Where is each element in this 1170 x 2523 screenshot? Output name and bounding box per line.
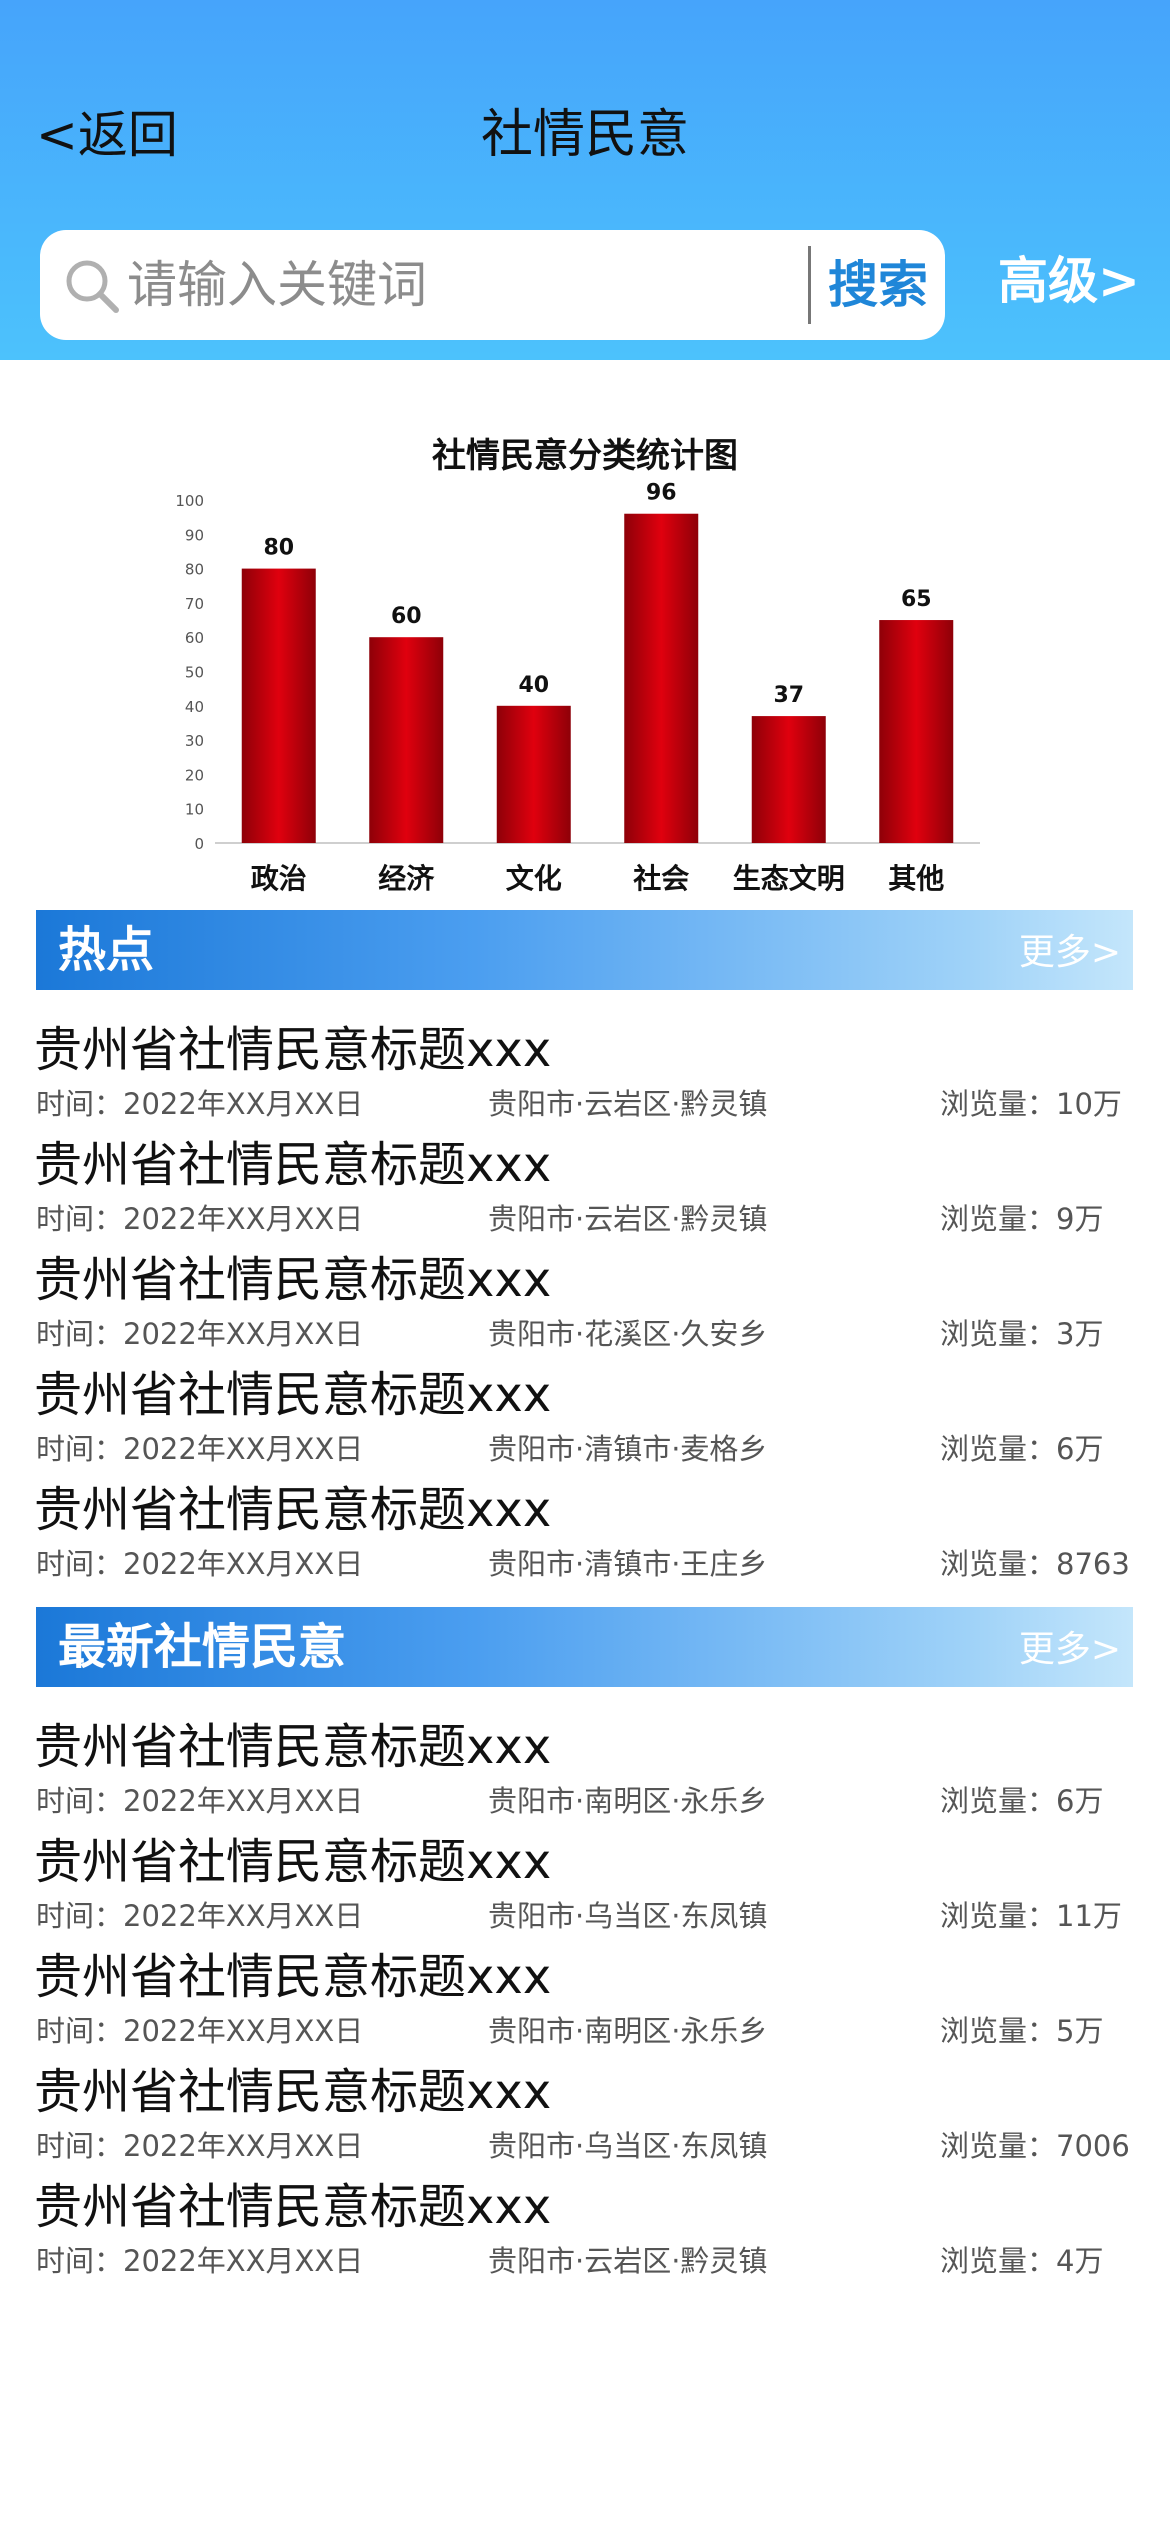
y-tick-label: 0 <box>194 835 204 853</box>
list-item[interactable]: 贵州省社情民意标题xxx 时间：2022年XX月XX日 贵阳市·乌当区·东凤镇 浏览量… <box>0 2060 1170 2175</box>
item-title: 贵州省社情民意标题xxx <box>34 1367 552 1423</box>
search-input[interactable] <box>125 244 829 326</box>
item-title: 贵州省社情民意标题xxx <box>34 1137 552 1193</box>
header: <返回 社情民意 搜索 高级> <box>0 0 1170 360</box>
list-item[interactable]: 贵州省社情民意标题xxx 时间：2022年XX月XX日 贵阳市·南明区·永乐乡 浏览量… <box>0 1945 1170 2060</box>
x-tick-label: 经济 <box>378 862 435 895</box>
item-time: 时间：2022年XX月XX日 <box>36 1784 364 1818</box>
data-label: 80 <box>263 536 294 561</box>
back-button[interactable]: <返回 <box>36 106 178 164</box>
bar <box>496 705 571 843</box>
item-title: 贵州省社情民意标题xxx <box>34 1022 552 1078</box>
item-views: 浏览量：3万 <box>940 1317 1104 1351</box>
item-time: 时间：2022年XX月XX日 <box>36 2129 364 2163</box>
item-title: 贵州省社情民意标题xxx <box>34 2179 552 2235</box>
x-tick-label: 文化 <box>506 862 562 895</box>
x-tick-label: 生态文明 <box>733 862 845 895</box>
y-tick-label: 90 <box>185 526 204 544</box>
hot-section-title: 热点 <box>58 922 155 978</box>
list-item[interactable]: 贵州省社情民意标题xxx 时间：2022年XX月XX日 贵阳市·花溪区·久安乡 浏览量… <box>0 1248 1170 1363</box>
item-location: 贵阳市·南明区·永乐乡 <box>488 1784 768 1818</box>
advanced-search-button[interactable]: 高级> <box>998 252 1140 310</box>
chart-title: 社情民意分类统计图 <box>432 436 738 476</box>
hot-section-header: 热点 更多> <box>36 910 1133 990</box>
item-location: 贵阳市·花溪区·久安乡 <box>488 1317 768 1351</box>
list-item[interactable]: 贵州省社情民意标题xxx 时间：2022年XX月XX日 贵阳市·云岩区·黔灵镇 浏览量… <box>0 1018 1170 1133</box>
item-location: 贵阳市·云岩区·黔灵镇 <box>488 2244 768 2278</box>
list-item[interactable]: 贵州省社情民意标题xxx 时间：2022年XX月XX日 贵阳市·乌当区·东凤镇 浏览量… <box>0 1830 1170 1945</box>
item-location: 贵阳市·南明区·永乐乡 <box>488 2014 768 2048</box>
list-item[interactable]: 贵州省社情民意标题xxx 时间：2022年XX月XX日 贵阳市·清镇市·王庄乡 浏览量… <box>0 1478 1170 1593</box>
search-box: 搜索 <box>40 230 945 340</box>
hot-more-link[interactable]: 更多> <box>1018 932 1121 973</box>
item-title: 贵州省社情民意标题xxx <box>34 1949 552 2005</box>
item-time: 时间：2022年XX月XX日 <box>36 1547 364 1581</box>
y-tick-label: 40 <box>185 698 204 716</box>
item-views: 浏览量：8763 <box>940 1547 1130 1581</box>
item-title: 贵州省社情民意标题xxx <box>34 1482 552 1538</box>
latest-list: 贵州省社情民意标题xxx 时间：2022年XX月XX日 贵阳市·南明区·永乐乡 浏览量… <box>0 1715 1170 2290</box>
x-tick-label: 政治 <box>251 862 307 895</box>
item-views: 浏览量：6万 <box>940 1432 1104 1466</box>
data-label: 96 <box>646 481 677 506</box>
item-location: 贵阳市·清镇市·王庄乡 <box>488 1547 768 1581</box>
item-time: 时间：2022年XX月XX日 <box>36 1202 364 1236</box>
y-tick-label: 20 <box>185 766 204 784</box>
item-location: 贵阳市·清镇市·麦格乡 <box>488 1432 768 1466</box>
item-location: 贵阳市·乌当区·东凤镇 <box>488 1899 768 1933</box>
category-bar-chart: 社情民意分类统计图 0 10 20 30 40 50 60 70 80 90 100 80 政治 60 经济… <box>175 436 980 895</box>
data-label: 65 <box>901 587 932 612</box>
item-views: 浏览量：11万 <box>940 1899 1122 1933</box>
item-time: 时间：2022年XX月XX日 <box>36 2244 364 2278</box>
item-time: 时间：2022年XX月XX日 <box>36 1087 364 1121</box>
list-item[interactable]: 贵州省社情民意标题xxx 时间：2022年XX月XX日 贵阳市·云岩区·黔灵镇 浏览量… <box>0 2175 1170 2290</box>
y-tick-label: 50 <box>185 664 204 682</box>
data-label: 40 <box>518 673 549 698</box>
list-item[interactable]: 贵州省社情民意标题xxx 时间：2022年XX月XX日 贵阳市·云岩区·黔灵镇 浏览量… <box>0 1133 1170 1248</box>
item-title: 贵州省社情民意标题xxx <box>34 1834 552 1890</box>
bar <box>751 716 826 843</box>
item-views: 浏览量：7006 <box>940 2129 1130 2163</box>
bar <box>241 568 316 843</box>
item-time: 时间：2022年XX月XX日 <box>36 1432 364 1466</box>
data-label: 37 <box>773 683 804 708</box>
list-item[interactable]: 贵州省社情民意标题xxx 时间：2022年XX月XX日 贵阳市·清镇市·麦格乡 浏览量… <box>0 1363 1170 1478</box>
item-location: 贵阳市·云岩区·黔灵镇 <box>488 1202 768 1236</box>
item-time: 时间：2022年XX月XX日 <box>36 2014 364 2048</box>
hot-list: 贵州省社情民意标题xxx 时间：2022年XX月XX日 贵阳市·云岩区·黔灵镇 浏览量… <box>0 1018 1170 1593</box>
item-location: 贵阳市·乌当区·东凤镇 <box>488 2129 768 2163</box>
y-tick-label: 60 <box>185 629 204 647</box>
item-views: 浏览量：10万 <box>940 1087 1122 1121</box>
data-label: 60 <box>391 604 422 629</box>
search-icon <box>66 260 119 313</box>
bar <box>369 637 444 843</box>
list-item[interactable]: 贵州省社情民意标题xxx 时间：2022年XX月XX日 贵阳市·南明区·永乐乡 浏览量… <box>0 1715 1170 1830</box>
x-tick-label: 社会 <box>633 862 689 895</box>
item-title: 贵州省社情民意标题xxx <box>34 1719 552 1775</box>
y-tick-label: 70 <box>185 595 204 613</box>
search-divider <box>808 246 811 324</box>
item-title: 贵州省社情民意标题xxx <box>34 1252 552 1308</box>
y-tick-label: 10 <box>185 801 204 819</box>
x-tick-label: 其他 <box>888 862 944 895</box>
item-title: 贵州省社情民意标题xxx <box>34 2064 552 2120</box>
y-tick-label: 80 <box>185 561 204 579</box>
item-views: 浏览量：6万 <box>940 1784 1104 1818</box>
item-time: 时间：2022年XX月XX日 <box>36 1317 364 1351</box>
item-location: 贵阳市·云岩区·黔灵镇 <box>488 1087 768 1121</box>
y-tick-label: 30 <box>185 732 204 750</box>
latest-section-header: 最新社情民意 更多> <box>36 1607 1133 1687</box>
bar <box>879 620 954 843</box>
latest-section-title: 最新社情民意 <box>58 1619 347 1675</box>
y-tick-label: 100 <box>175 492 204 510</box>
search-button[interactable]: 搜索 <box>828 256 928 314</box>
latest-more-link[interactable]: 更多> <box>1018 1629 1121 1670</box>
item-time: 时间：2022年XX月XX日 <box>36 1899 364 1933</box>
item-views: 浏览量：5万 <box>940 2014 1104 2048</box>
item-views: 浏览量：9万 <box>940 1202 1104 1236</box>
bar <box>624 513 699 843</box>
item-views: 浏览量：4万 <box>940 2244 1104 2278</box>
